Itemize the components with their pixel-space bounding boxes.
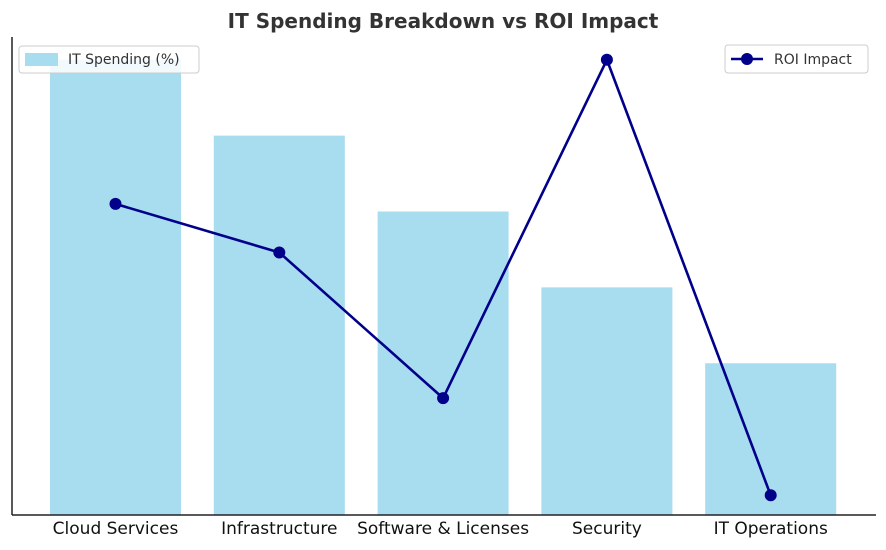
bar-infrastructure	[213, 135, 345, 515]
legend-label-it-spending: IT Spending (%)	[68, 52, 180, 68]
x-tick-labels: Cloud Services Infrastructure Software & L…	[53, 519, 828, 539]
roi-point-security	[600, 53, 613, 66]
axes-layer	[11, 37, 876, 516]
legend-box	[724, 44, 869, 74]
legend-label-roi-impact: ROI Impact	[774, 52, 852, 68]
chart-title: IT Spending Breakdown vs ROI Impact	[228, 9, 659, 33]
bar-software-licenses	[377, 211, 509, 515]
roi-point-it-operations	[764, 489, 777, 502]
bars-layer	[50, 59, 837, 516]
x-tick-label: Security	[572, 519, 642, 539]
legend-marker-roi-impact	[741, 53, 753, 65]
legend-box	[18, 45, 200, 74]
x-tick-label: IT Operations	[714, 519, 828, 539]
x-tick-label: Software & Licenses	[357, 519, 529, 539]
legend-roi-impact: ROI Impact	[724, 44, 869, 74]
roi-point-infrastructure	[273, 246, 286, 259]
legend-it-spending: IT Spending (%)	[18, 45, 200, 74]
x-tick-label: Infrastructure	[221, 519, 337, 539]
x-tick-label: Cloud Services	[53, 519, 179, 539]
bar-security	[541, 287, 673, 515]
roi-point-cloud-services	[109, 197, 122, 210]
roi-line-layer	[109, 53, 777, 502]
bar-cloud-services	[50, 59, 181, 516]
legend-swatch-it-spending	[25, 53, 58, 66]
roi-point-software-licenses	[437, 392, 450, 405]
